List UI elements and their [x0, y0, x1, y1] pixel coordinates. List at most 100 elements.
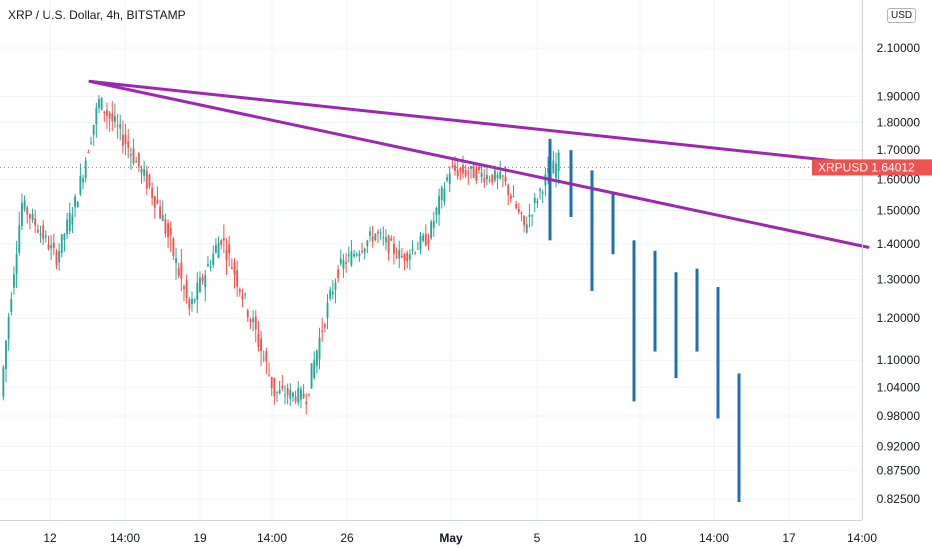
candle-body — [161, 214, 164, 221]
candle-body — [95, 107, 98, 125]
candle-body — [58, 251, 61, 263]
candle-body — [137, 152, 140, 167]
trendline-lower[interactable] — [88, 79, 870, 249]
chart-title: XRP / U.S. Dollar, 4h, BITSTAMP — [8, 8, 186, 22]
candle-body — [307, 393, 310, 395]
candle-body — [515, 203, 518, 208]
candle-body — [281, 385, 284, 389]
candle-body — [10, 299, 13, 313]
candle-body — [209, 266, 212, 268]
candle-body — [42, 225, 45, 240]
y-tick-label: 0.98000 — [877, 409, 921, 423]
candle-body — [177, 268, 180, 276]
candle-body — [20, 203, 23, 226]
candle-body — [47, 244, 50, 249]
candle-body — [124, 134, 127, 144]
candle-body — [193, 299, 196, 302]
candle-body — [520, 212, 523, 214]
y-tick-label: 2.10000 — [877, 41, 921, 55]
candle-body — [355, 254, 358, 256]
candle-body — [217, 242, 220, 259]
candle-body — [512, 196, 515, 198]
candle-body — [371, 236, 374, 242]
candle-body — [169, 228, 172, 236]
candle-body — [199, 277, 201, 292]
candle-body — [228, 244, 231, 253]
candle-body — [82, 178, 84, 183]
candle-body — [236, 270, 239, 287]
candle-body — [334, 282, 337, 290]
candle-body — [143, 169, 146, 176]
candle-body — [270, 376, 273, 389]
x-tick-label: 5 — [534, 531, 541, 545]
candle-body — [260, 338, 263, 351]
candle-body — [7, 316, 10, 340]
candle-body — [483, 177, 486, 183]
candle-body — [339, 258, 342, 264]
candle-body — [26, 207, 29, 215]
trendline-upper[interactable] — [88, 79, 870, 166]
y-tick-label: 1.90000 — [877, 89, 921, 103]
y-tick-label: 0.87500 — [877, 464, 921, 478]
price-tag-label: XRPUSD 1.64012 — [818, 160, 915, 174]
y-tick-label: 1.80000 — [877, 115, 921, 129]
candle-body — [39, 233, 42, 236]
y-tick-label: 1.10000 — [877, 353, 921, 367]
x-tick-label: 14:00 — [110, 531, 140, 545]
x-tick-label: 14:00 — [699, 531, 729, 545]
candle-body — [345, 262, 348, 265]
candle-body — [501, 175, 504, 177]
candle-body — [374, 233, 377, 240]
candle-body — [225, 250, 228, 261]
candle-body — [84, 160, 87, 179]
candle-body — [451, 166, 454, 168]
candle-body — [464, 169, 467, 176]
candle-body — [68, 212, 71, 232]
candle-body — [214, 245, 217, 253]
candle-body — [119, 123, 122, 129]
candle-body — [331, 291, 334, 295]
candle-body — [539, 189, 542, 191]
y-tick-label: 1.40000 — [877, 237, 921, 251]
currency-button[interactable]: USD — [887, 8, 917, 23]
candle-body — [201, 277, 204, 282]
candle-body — [204, 275, 207, 288]
candle-body — [443, 188, 446, 202]
candle-body — [252, 318, 255, 323]
y-tick-label: 1.04000 — [877, 380, 921, 394]
y-tick-label: 1.30000 — [877, 273, 921, 287]
candle-body — [254, 316, 257, 330]
candle-body — [536, 200, 539, 204]
candle-body — [132, 148, 135, 164]
candle-body — [555, 163, 557, 179]
candle-body — [233, 262, 236, 275]
candle-body — [403, 254, 406, 261]
candle-body — [432, 220, 435, 228]
candle-body — [358, 253, 361, 257]
candle-body — [493, 170, 496, 181]
candle-body — [268, 375, 270, 377]
x-tick-label: 14:00 — [257, 531, 287, 545]
candle-body — [438, 195, 441, 215]
candle-body — [52, 242, 55, 248]
candle-body — [188, 299, 191, 309]
y-axis: 2.10000 1.90000 1.80000 1.70000 1.60000 1.500… — [862, 0, 921, 520]
candle-body — [523, 215, 526, 226]
candle-body — [557, 152, 560, 172]
candle-body — [480, 172, 483, 178]
candle-body — [116, 125, 119, 127]
candle-body — [347, 254, 350, 256]
candle-body — [113, 116, 116, 122]
candle-body — [424, 233, 427, 246]
candle-body — [342, 260, 345, 269]
candle-body — [299, 388, 302, 400]
candle-body — [71, 215, 74, 225]
candle-body — [111, 114, 114, 122]
candle-body — [385, 237, 387, 243]
candle-body — [106, 110, 108, 116]
candle-body — [244, 293, 247, 295]
candle-body — [220, 240, 223, 245]
y-tick-label: 1.60000 — [877, 172, 921, 186]
candle-body — [135, 161, 138, 163]
